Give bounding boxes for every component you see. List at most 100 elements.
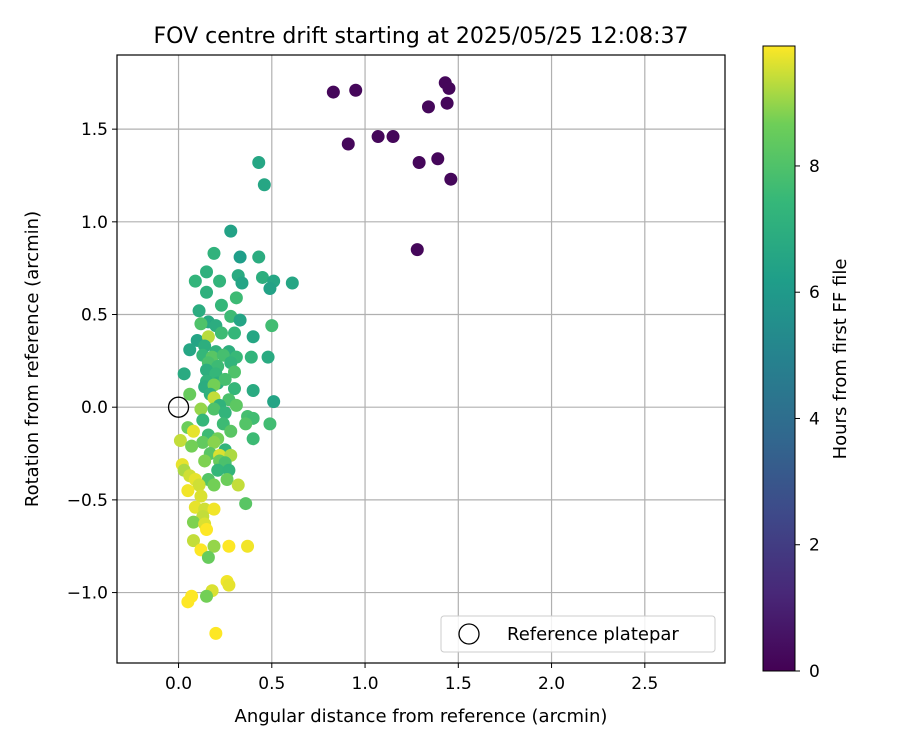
y-axis-label: Rotation from reference (arcmin) <box>22 211 43 507</box>
legend-box <box>440 615 716 653</box>
data-point <box>233 250 247 264</box>
data-point <box>194 317 208 331</box>
x-axis-ticks: 0.0 0.5 1.0 1.5 2.0 2.5 <box>165 663 658 694</box>
data-point <box>214 326 228 340</box>
data-point <box>229 398 243 412</box>
x-tick-label: 1.5 <box>445 674 472 694</box>
data-point <box>218 372 232 386</box>
legend: Reference platepar <box>440 615 716 653</box>
data-point <box>239 497 253 511</box>
data-point <box>222 578 236 592</box>
data-point <box>257 178 271 192</box>
data-point <box>188 274 202 288</box>
colorbar-label: Hours from first FF file <box>830 259 851 460</box>
x-tick-label: 0.5 <box>258 674 285 694</box>
data-point <box>235 276 249 290</box>
data-point <box>371 130 385 144</box>
data-point <box>181 484 195 498</box>
colorbar-tick-label: 0 <box>809 662 820 682</box>
y-axis-ticks: −1.0 −0.5 0.0 0.5 1.0 1.5 <box>67 120 117 604</box>
data-point <box>227 326 241 340</box>
data-point <box>421 100 435 114</box>
x-tick-label: 2.0 <box>538 674 565 694</box>
x-tick-label: 1.0 <box>352 674 379 694</box>
colorbar <box>762 45 796 672</box>
data-point <box>326 85 340 99</box>
x-tick-label: 0.0 <box>165 674 192 694</box>
data-point <box>181 595 195 609</box>
y-tick-label: 0.0 <box>81 398 108 418</box>
data-point <box>209 626 223 640</box>
colorbar-tick-label: 6 <box>809 283 820 303</box>
colorbar-tick-label: 8 <box>809 157 820 177</box>
data-point <box>265 319 279 333</box>
x-tick-label: 2.5 <box>631 674 658 694</box>
colorbar-tick-label: 2 <box>809 536 820 556</box>
data-point <box>442 81 456 95</box>
data-point <box>263 417 277 431</box>
data-point <box>173 434 187 448</box>
data-point <box>213 274 227 288</box>
scatter-points <box>173 76 458 640</box>
data-point <box>244 350 258 364</box>
data-point <box>186 515 200 529</box>
data-point <box>255 270 269 284</box>
x-axis-label: Angular distance from reference (arcmin) <box>235 706 608 727</box>
data-point <box>252 250 266 264</box>
data-point <box>285 276 299 290</box>
data-point <box>207 435 221 449</box>
y-tick-label: 1.5 <box>81 120 108 140</box>
data-point <box>185 439 199 453</box>
data-point <box>207 502 221 516</box>
chart-title: FOV centre drift starting at 2025/05/25 … <box>154 24 689 49</box>
data-point <box>246 330 260 344</box>
reference-platepar-marker <box>167 396 190 418</box>
data-point <box>224 224 238 238</box>
data-point <box>386 130 400 144</box>
data-point <box>200 589 214 603</box>
colorbar-tick-label: 4 <box>809 409 820 429</box>
data-point <box>220 472 234 486</box>
data-point <box>218 406 232 420</box>
data-point <box>239 417 253 431</box>
data-point <box>207 539 221 553</box>
plot-frame <box>116 54 726 664</box>
y-tick-label: 0.5 <box>81 306 108 326</box>
data-point <box>207 478 221 492</box>
data-point <box>200 265 214 279</box>
data-point <box>214 298 228 312</box>
colorbar-ticks: 0 2 4 6 8 <box>795 157 820 682</box>
data-point <box>200 285 214 299</box>
data-point <box>196 413 210 427</box>
y-tick-label: −0.5 <box>67 491 108 511</box>
data-point <box>194 402 208 416</box>
data-point <box>252 156 266 170</box>
data-point <box>227 365 241 379</box>
data-point <box>177 367 191 381</box>
data-point <box>246 432 260 446</box>
data-point <box>233 313 247 327</box>
y-tick-label: 1.0 <box>81 213 108 233</box>
data-point <box>440 96 454 110</box>
data-point <box>198 454 212 468</box>
data-point <box>263 282 277 296</box>
data-point <box>241 539 255 553</box>
data-point <box>200 523 214 537</box>
data-point <box>261 350 275 364</box>
data-point <box>183 343 197 357</box>
data-point <box>444 172 458 186</box>
y-tick-label: −1.0 <box>67 584 108 604</box>
data-point <box>349 83 363 97</box>
data-point <box>229 291 243 305</box>
data-point <box>227 382 241 396</box>
data-point <box>267 395 281 409</box>
data-point <box>192 478 206 492</box>
data-point <box>196 435 210 449</box>
data-point <box>222 539 236 553</box>
data-point <box>224 424 238 438</box>
data-point <box>246 384 260 398</box>
data-point <box>211 463 225 477</box>
data-point <box>183 387 197 401</box>
data-point <box>186 534 200 548</box>
